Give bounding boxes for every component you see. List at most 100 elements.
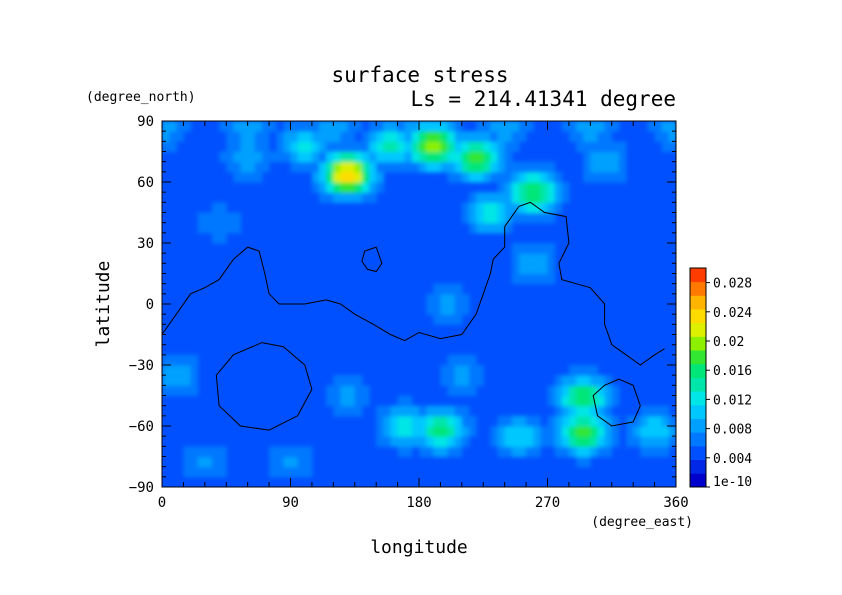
field-cell (419, 151, 427, 163)
contour-line (162, 201, 665, 366)
field-cell (204, 456, 213, 468)
field-cell (597, 141, 606, 153)
field-cell (261, 141, 270, 153)
field-cell (583, 395, 591, 407)
field-cell (340, 395, 349, 407)
field-cell (518, 192, 527, 203)
field-cell (419, 426, 427, 437)
field-cell (283, 131, 292, 142)
field-cell (440, 365, 449, 376)
field-cell (454, 446, 463, 458)
field-cell (597, 131, 606, 142)
field-cell (276, 141, 284, 153)
field-cell (597, 385, 606, 397)
field-cell (283, 456, 292, 468)
field-cell (654, 121, 663, 132)
field-cell (354, 151, 363, 163)
field-cell (468, 415, 477, 427)
field-cell (647, 446, 656, 458)
field-cell (476, 121, 484, 132)
field-cell (176, 131, 185, 142)
field-cell (568, 426, 577, 437)
x-tick-label: 0 (158, 495, 166, 511)
field-cell (568, 415, 577, 427)
field-cell (390, 141, 399, 153)
field-cell (247, 141, 256, 153)
field-cell (333, 131, 342, 142)
field-cell (376, 171, 384, 183)
field-cell (376, 405, 384, 417)
field-cell (226, 141, 234, 153)
colorbar-swatch (690, 445, 706, 461)
field-cell (583, 436, 591, 447)
field-cell (326, 182, 334, 193)
field-cell (647, 415, 656, 427)
field-cell (547, 395, 556, 407)
field-cell (169, 131, 177, 142)
field-cell (576, 131, 584, 142)
field-cell (497, 141, 506, 153)
field-cell (326, 141, 334, 153)
field-cell (547, 171, 556, 183)
field-cell (633, 426, 641, 437)
field-cell (461, 426, 470, 437)
field-cell (490, 121, 499, 132)
field-cell (533, 212, 541, 224)
field-cell (254, 121, 263, 132)
field-cell (468, 212, 477, 224)
field-cell (440, 314, 449, 325)
field-cell (533, 253, 541, 264)
field-cell (540, 436, 549, 447)
chart-subtitle: Ls = 214.41341 degree (410, 87, 676, 111)
field-cell (319, 161, 327, 173)
y-tick-label: 60 (137, 175, 154, 191)
field-cell (511, 415, 520, 427)
field-cell (604, 426, 613, 437)
field-cell (290, 446, 299, 458)
field-cell (476, 212, 484, 224)
field-cell (518, 131, 527, 142)
field-cell (504, 426, 513, 437)
field-cell (518, 121, 527, 132)
field-cell (511, 263, 520, 275)
field-cell (476, 222, 484, 234)
y-units: (degree_north) (86, 90, 196, 105)
field-cell (426, 161, 434, 173)
field-cell (468, 385, 477, 397)
field-cell (604, 436, 613, 447)
field-cell (204, 212, 213, 224)
field-cell (319, 171, 327, 183)
field-cell (483, 131, 491, 142)
field-cell (226, 121, 234, 132)
field-cell (533, 182, 541, 193)
field-cell (190, 446, 199, 458)
field-cell (561, 446, 570, 458)
field-cell (269, 456, 277, 468)
field-cell (361, 182, 370, 193)
field-cell (347, 161, 356, 173)
field-cell (426, 131, 434, 142)
field-cell (183, 385, 192, 397)
field-cell (233, 141, 242, 153)
field-cell (583, 405, 591, 417)
field-cell (590, 121, 599, 132)
field-cell (590, 405, 599, 417)
field-cell (369, 131, 377, 142)
field-cell (533, 243, 541, 254)
colorbar-swatch (690, 363, 706, 378)
field-cell (618, 161, 627, 173)
field-cell (626, 436, 634, 447)
field-cell (654, 131, 663, 142)
field-cell (547, 426, 556, 437)
field-cell (647, 121, 656, 132)
field-cell (404, 395, 413, 407)
field-cell (504, 222, 513, 234)
field-cell (611, 395, 620, 407)
field-cell (654, 436, 663, 447)
field-cell (461, 141, 470, 153)
colorbar-tick-label: 0.028 (713, 277, 752, 292)
stress-field (162, 121, 676, 487)
field-cell (169, 375, 177, 386)
plot-area: 0 90 180 270 360 −90 −60 −30 0 30 60 90 (129, 114, 689, 511)
field-cell (369, 182, 377, 193)
